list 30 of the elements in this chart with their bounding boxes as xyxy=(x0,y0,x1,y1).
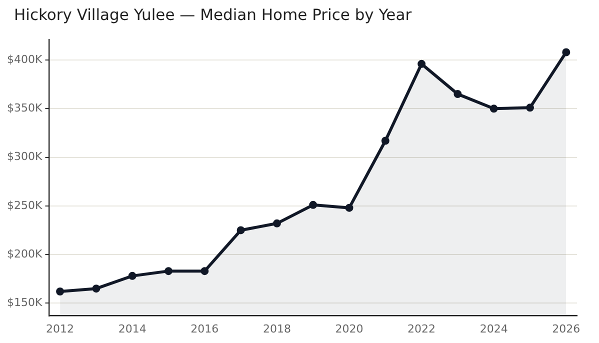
x-tick-label: 2016 xyxy=(190,322,219,336)
point xyxy=(418,60,426,68)
y-tick-label: $150K xyxy=(6,296,43,310)
point xyxy=(490,104,498,113)
point xyxy=(309,200,318,209)
point xyxy=(56,287,64,296)
x-tick-label: 2020 xyxy=(335,322,364,336)
point xyxy=(92,284,100,293)
point xyxy=(381,136,390,145)
x-tick-label: 2014 xyxy=(118,322,146,336)
y-tick-label: $300K xyxy=(6,150,43,164)
y-tick-label: $400K xyxy=(6,52,43,66)
point xyxy=(164,267,173,276)
y-tick-label: $250K xyxy=(6,198,43,212)
x-tick-label: 2022 xyxy=(408,322,436,336)
point xyxy=(128,272,136,280)
point xyxy=(200,267,209,276)
point xyxy=(562,48,570,56)
y-tick-label: $350K xyxy=(6,102,43,115)
x-tick-label: 2012 xyxy=(46,322,74,336)
point xyxy=(454,90,462,98)
y-tick-label: $200K xyxy=(6,247,43,260)
x-tick-label: 2026 xyxy=(552,322,580,336)
point xyxy=(526,104,534,112)
chart-title: Hickory Village Yulee — Median Home Price by Year xyxy=(14,6,412,24)
x-tick-label: 2018 xyxy=(262,322,291,336)
point xyxy=(236,226,245,234)
point xyxy=(272,219,281,228)
x-tick-label: 2024 xyxy=(480,322,508,336)
point xyxy=(345,204,354,212)
